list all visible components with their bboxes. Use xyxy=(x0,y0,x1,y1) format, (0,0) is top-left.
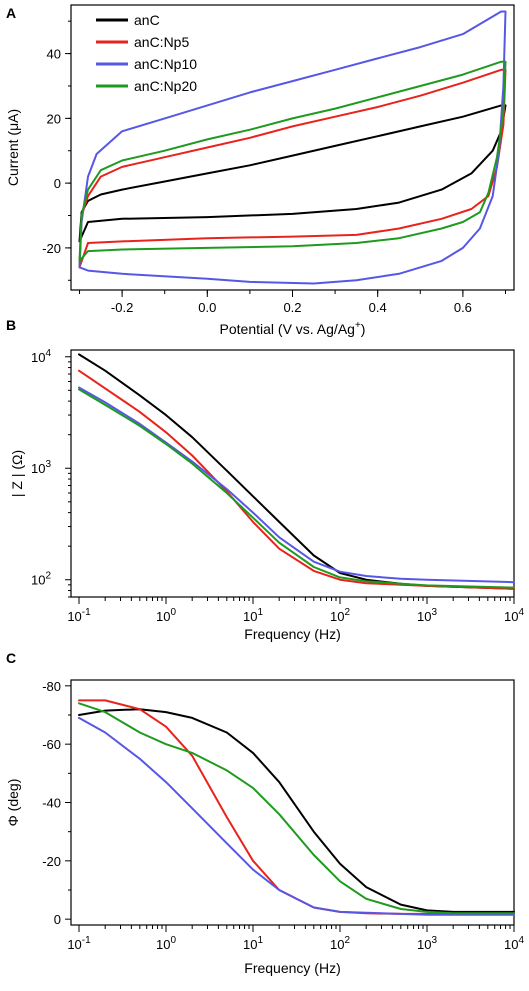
phase-curve-anc-np20 xyxy=(78,702,515,915)
x-tick-label: 0.6 xyxy=(454,300,472,315)
legend-label: anC:Np5 xyxy=(134,34,189,50)
legend-label: anC:Np10 xyxy=(134,56,197,72)
panel-a: A -0.2 0.0 0.2 0.4 0.6 -20 0 20 40 Potential (V vs… xyxy=(5,4,515,337)
legend-label: anC:Np20 xyxy=(134,78,197,94)
impedance-curve-anc-np10 xyxy=(78,386,515,584)
x-tick-label: 10-1 xyxy=(67,607,91,624)
y-tick-label: -60 xyxy=(42,737,61,752)
impedance-curve-anc-np5 xyxy=(78,369,515,590)
phase-curve-anc-np10 xyxy=(78,716,515,916)
panel-b-letter: B xyxy=(6,317,16,333)
cv-curve-anc-np10 xyxy=(78,10,507,285)
x-tick-label: 101 xyxy=(243,607,263,624)
y-axis-label: | Z | (Ω) xyxy=(9,450,25,497)
cv-curve-anc-np5 xyxy=(78,68,507,269)
y-axis-label: Φ (deg) xyxy=(5,779,21,827)
y-tick-label: -20 xyxy=(42,854,61,869)
cv-curve-anc xyxy=(78,104,507,243)
y-tick-label: 20 xyxy=(47,111,61,126)
legend-label: anC xyxy=(134,12,160,28)
x-axis-label: Potential (V vs. Ag/Ag+) xyxy=(220,320,366,337)
x-tick-label: 10-1 xyxy=(67,935,91,952)
y-tick-label: 40 xyxy=(47,47,61,62)
x-tick-label: 104 xyxy=(504,935,524,952)
x-tick-label: 103 xyxy=(417,935,437,952)
phase-curve-anc xyxy=(78,708,515,913)
x-axis-label: Frequency (Hz) xyxy=(244,960,340,976)
y-axis-label: Current (μA) xyxy=(5,109,21,186)
panel-b: B Frequency (Hz) | Z | (Ω) xyxy=(6,317,515,642)
y-tick-label: -40 xyxy=(42,796,61,811)
y-tick-label: 0 xyxy=(54,912,61,927)
panel-c-letter: C xyxy=(6,650,16,666)
impedance-curve-anc-np20 xyxy=(78,388,515,589)
x-tick-label: 102 xyxy=(330,935,350,952)
panel-b-frame xyxy=(70,349,515,598)
x-tick-label: 100 xyxy=(156,607,176,624)
panel-c: C 0 -20 -40 -60 -80 Frequency (Hz) Φ (deg) xyxy=(5,650,515,976)
y-tick-label: 0 xyxy=(54,176,61,191)
y-tick-label: 103 xyxy=(31,459,51,476)
cv-curve-anc-np20 xyxy=(78,60,507,262)
x-tick-label: 0.0 xyxy=(198,300,216,315)
y-tick-label: -80 xyxy=(42,679,61,694)
x-tick-label: 104 xyxy=(504,607,524,624)
x-tick-label: 100 xyxy=(156,935,176,952)
panel-a-letter: A xyxy=(6,5,16,21)
x-tick-label: 103 xyxy=(417,607,437,624)
y-tick-label: 104 xyxy=(31,348,51,365)
y-tick-label: 102 xyxy=(31,571,51,588)
y-tick-label: -20 xyxy=(42,241,61,256)
x-tick-label: -0.2 xyxy=(111,300,133,315)
x-tick-label: 102 xyxy=(330,607,350,624)
x-tick-label: 101 xyxy=(243,935,263,952)
x-tick-label: 0.4 xyxy=(369,300,387,315)
x-tick-label: 0.2 xyxy=(283,300,301,315)
x-axis-label: Frequency (Hz) xyxy=(244,626,340,642)
